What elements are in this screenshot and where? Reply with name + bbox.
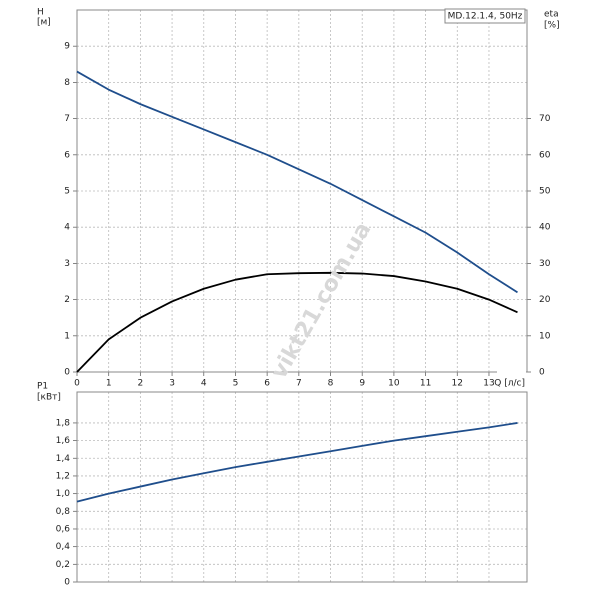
x-tick-label: 13 xyxy=(483,379,494,389)
y2-tick-label: 10 xyxy=(539,331,551,341)
x-tick-label: 1 xyxy=(106,379,112,389)
y-axis-unit: [м] xyxy=(37,18,51,28)
x-tick-label: 8 xyxy=(328,379,334,389)
x-tick-label: 9 xyxy=(359,379,365,389)
series-line xyxy=(76,70,518,294)
series-line xyxy=(76,271,518,373)
y2-axis-label: eta xyxy=(544,10,559,20)
y-tick-label: 5 xyxy=(64,187,70,197)
y-tick-label: 8 xyxy=(64,78,70,88)
y-tick-label: 0 xyxy=(64,578,70,588)
x-tick-label: 11 xyxy=(420,379,431,389)
y-tick-label: 1,6 xyxy=(56,436,71,446)
x-tick-label: 6 xyxy=(264,379,270,389)
x-tick-label: 10 xyxy=(388,379,400,389)
plot-frame xyxy=(76,9,528,373)
y2-tick-label: 40 xyxy=(539,223,551,233)
y-tick-label: 1,0 xyxy=(56,489,71,499)
x-tick-label: 7 xyxy=(296,379,302,389)
x-tick-label: 0 xyxy=(74,379,80,389)
y-tick-label: 1,4 xyxy=(56,454,71,464)
x-tick-label: 5 xyxy=(233,379,239,389)
x-tick-label: 12 xyxy=(452,379,463,389)
y-tick-label: 2 xyxy=(64,295,70,305)
y2-tick-label: 50 xyxy=(539,187,551,197)
y-tick-label: 1,8 xyxy=(56,418,71,428)
plot-frame xyxy=(76,391,528,583)
x-tick-label: 2 xyxy=(138,379,144,389)
y-tick-label: 7 xyxy=(64,114,70,124)
legend-box xyxy=(444,8,526,24)
y2-tick-label: 0 xyxy=(539,368,545,378)
x-tick-label: 3 xyxy=(169,379,175,389)
y2-axis-unit: [%] xyxy=(544,21,560,31)
y-tick-label: 9 xyxy=(64,42,70,52)
y2-tick-label: 70 xyxy=(539,114,551,124)
y-axis-unit: [кВт] xyxy=(37,393,61,403)
y-axis-label: H xyxy=(37,8,44,18)
y2-tick-label: 60 xyxy=(539,150,551,160)
y-tick-label: 0 xyxy=(64,368,70,378)
y-axis-label: P1 xyxy=(37,382,48,392)
x-axis-label-bg xyxy=(497,366,526,380)
series-line xyxy=(76,422,518,503)
y2-tick-label: 20 xyxy=(539,295,551,305)
y-tick-label: 0,8 xyxy=(56,507,71,517)
x-axis-label: Q [л/с] xyxy=(494,379,525,389)
y-tick-label: 0,4 xyxy=(56,542,71,552)
y-tick-label: 3 xyxy=(64,259,70,269)
legend-text: MD.12.1.4, 50Hz xyxy=(448,12,523,22)
watermark: vikt21.com.ua xyxy=(267,218,377,383)
y-tick-label: 6 xyxy=(64,150,70,160)
y-tick-label: 1 xyxy=(64,331,70,341)
y-tick-label: 1,2 xyxy=(56,471,70,481)
y-tick-label: 0,6 xyxy=(56,524,71,534)
y-tick-label: 4 xyxy=(64,223,70,233)
y2-tick-label: 30 xyxy=(539,259,551,269)
y-tick-label: 0,2 xyxy=(56,560,70,570)
x-tick-label: 4 xyxy=(201,379,207,389)
